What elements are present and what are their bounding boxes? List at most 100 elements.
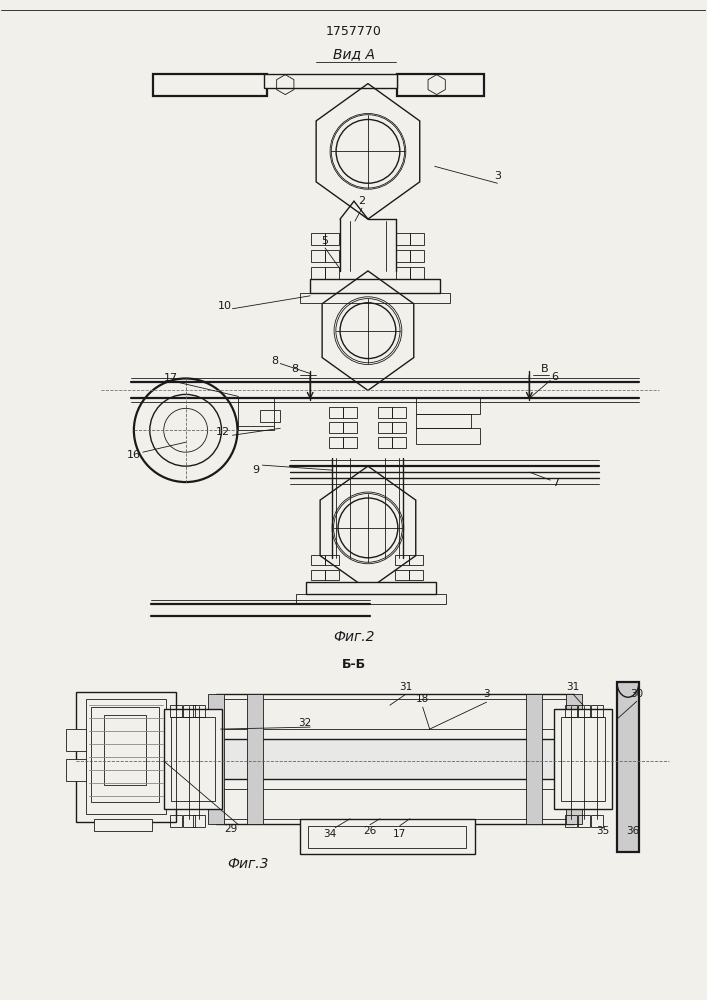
Bar <box>416 398 481 414</box>
Bar <box>329 437 343 448</box>
Bar <box>396 267 410 279</box>
Text: 3: 3 <box>483 689 490 699</box>
Bar <box>94 819 152 831</box>
Bar <box>66 759 86 781</box>
Bar <box>416 414 471 428</box>
Circle shape <box>134 378 238 482</box>
Text: Б-Б: Б-Б <box>342 658 366 671</box>
Bar <box>329 422 343 433</box>
Bar <box>591 705 603 717</box>
Bar <box>170 717 214 801</box>
Bar <box>325 267 339 279</box>
Bar <box>192 815 204 827</box>
Bar <box>216 729 574 789</box>
Text: 29: 29 <box>224 824 237 834</box>
Text: 2: 2 <box>358 196 366 206</box>
Bar <box>311 233 325 245</box>
Bar <box>396 250 410 262</box>
Text: 35: 35 <box>597 826 609 836</box>
Bar <box>308 826 465 848</box>
Bar <box>397 74 484 96</box>
Bar <box>104 715 146 785</box>
Bar <box>526 694 542 824</box>
Text: 17: 17 <box>393 829 407 839</box>
Bar <box>392 407 406 418</box>
Bar <box>410 267 423 279</box>
Bar <box>192 705 204 717</box>
Bar <box>300 293 450 303</box>
Text: 32: 32 <box>298 718 312 728</box>
Text: 3: 3 <box>494 171 501 181</box>
Bar <box>170 815 182 827</box>
Text: 8: 8 <box>292 364 299 374</box>
Text: 9: 9 <box>252 465 259 475</box>
Bar <box>565 705 577 717</box>
Bar <box>91 707 159 802</box>
Bar <box>392 422 406 433</box>
Bar <box>378 422 392 433</box>
Text: 6: 6 <box>551 372 559 382</box>
Bar <box>216 699 574 819</box>
Bar <box>410 233 423 245</box>
Bar <box>170 705 182 717</box>
Bar <box>409 570 423 580</box>
Bar <box>311 555 325 565</box>
Text: 17: 17 <box>163 373 177 383</box>
Bar <box>343 422 357 433</box>
Text: 18: 18 <box>416 694 429 704</box>
Bar <box>76 692 176 822</box>
Bar <box>343 407 357 418</box>
Bar <box>395 570 409 580</box>
Bar <box>300 819 474 854</box>
Bar <box>325 570 339 580</box>
Bar <box>561 717 605 801</box>
Text: 26: 26 <box>363 826 377 836</box>
Text: 31: 31 <box>399 682 412 692</box>
Text: Вид A: Вид A <box>333 47 375 61</box>
Text: В: В <box>540 364 548 374</box>
Text: 7: 7 <box>551 478 559 488</box>
Bar <box>182 705 194 717</box>
Bar <box>153 74 267 96</box>
Bar <box>311 250 325 262</box>
Bar <box>578 705 590 717</box>
Bar <box>182 815 194 827</box>
Text: 34: 34 <box>324 829 337 839</box>
Text: 10: 10 <box>218 301 231 311</box>
Bar <box>216 739 574 779</box>
Text: 12: 12 <box>216 427 230 437</box>
Bar <box>416 428 481 444</box>
Bar <box>378 437 392 448</box>
Bar <box>396 233 410 245</box>
Bar <box>329 407 343 418</box>
Bar <box>566 694 582 824</box>
Bar <box>296 594 445 604</box>
Text: Фиг.3: Фиг.3 <box>228 857 269 871</box>
Text: 30: 30 <box>631 689 643 699</box>
Bar <box>311 267 325 279</box>
Bar <box>164 709 221 809</box>
Bar <box>410 250 423 262</box>
Bar <box>66 729 86 751</box>
Bar <box>392 437 406 448</box>
Bar <box>395 555 409 565</box>
Bar <box>325 250 339 262</box>
Bar <box>247 694 263 824</box>
Bar <box>208 694 223 824</box>
Bar <box>591 815 603 827</box>
Bar <box>343 437 357 448</box>
Text: 36: 36 <box>626 826 640 836</box>
Bar <box>617 682 639 852</box>
Bar <box>310 279 440 293</box>
Bar <box>238 398 274 430</box>
Bar <box>216 694 574 824</box>
Text: 8: 8 <box>271 356 279 366</box>
Text: 1757770: 1757770 <box>326 25 382 38</box>
Text: 16: 16 <box>127 450 141 460</box>
Bar <box>264 74 397 88</box>
Bar <box>325 233 339 245</box>
Bar <box>378 407 392 418</box>
Text: Фиг.2: Фиг.2 <box>333 630 375 644</box>
Bar <box>311 570 325 580</box>
Bar <box>554 709 612 809</box>
